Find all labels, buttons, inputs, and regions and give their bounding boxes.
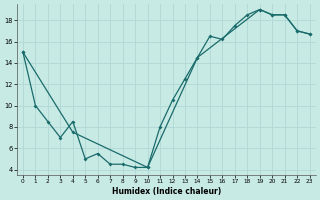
X-axis label: Humidex (Indice chaleur): Humidex (Indice chaleur) — [112, 187, 221, 196]
